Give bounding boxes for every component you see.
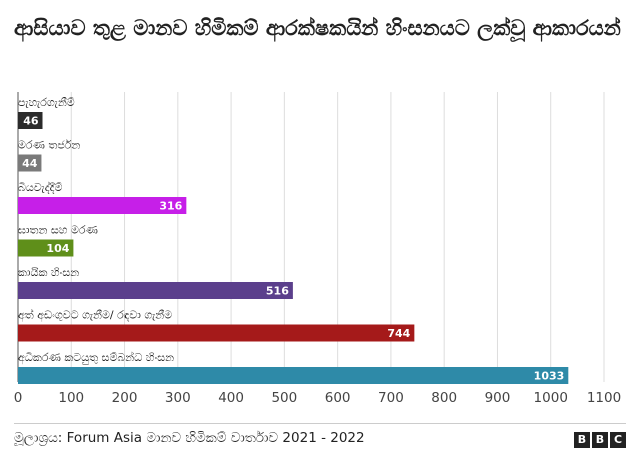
x-tick-label: 700 [378, 390, 404, 406]
x-tick-label: 100 [58, 390, 84, 406]
x-tick-label: 0 [14, 390, 23, 406]
bbc-logo-letter: B [592, 432, 608, 448]
chart-title: ආසියාව තුළ මානව හිමිකම් ආරක්ෂකයින් හිංසන… [14, 16, 621, 40]
category-label: ඝාතන සහ මරණ [18, 224, 98, 237]
bar-value-label: 104 [46, 242, 69, 255]
category-label: අත් අඩංගුවට ගැනීම/ රඳවා ගැනීම [18, 307, 172, 322]
bar-value-label: 1033 [534, 370, 565, 383]
bar-value-label: 316 [159, 200, 182, 213]
x-tick-label: 800 [431, 390, 457, 406]
bar-chart: 0 100 200 300 400 500 600 700 800 900 1000 1100 පැහැ… [14, 92, 621, 406]
x-tick-label: 900 [485, 390, 511, 406]
x-tick-label: 400 [218, 390, 244, 406]
bar [18, 154, 42, 172]
category-label: බියවැද්දීම් [18, 180, 63, 194]
bbc-logo: B B C [574, 432, 626, 448]
category-label: කායික හිංසන [18, 266, 79, 279]
bar-value-label: 44 [22, 157, 38, 170]
bar [18, 282, 293, 299]
bar-value-label: 46 [23, 115, 39, 128]
bbc-logo-letter: B [574, 432, 590, 448]
bar [18, 197, 187, 214]
bar-value-label: 744 [387, 327, 410, 340]
x-tick-label: 600 [325, 390, 351, 406]
category-label: මරණ තර්ජන [18, 139, 80, 152]
bar [18, 367, 569, 384]
x-tick-label: 200 [112, 390, 138, 406]
x-tick-label: 1000 [534, 390, 568, 406]
bar-value-label: 516 [266, 285, 289, 298]
footer-divider [14, 423, 626, 424]
bar [18, 112, 43, 129]
bar [18, 324, 415, 342]
x-tick-label: 500 [271, 390, 297, 406]
x-tick-label: 300 [165, 390, 191, 406]
bbc-logo-letter: C [610, 432, 626, 448]
category-label: පැහැරගැනීම් [18, 96, 75, 109]
source-note: මූලාශ්‍රය: Forum Asia මානව හිමිකම් වාර්ත… [14, 430, 365, 446]
bar [18, 239, 74, 257]
x-tick-label: 1100 [587, 390, 621, 406]
category-label: අධිකරණ කටයුතු සම්බන්ධ හිංසන [18, 350, 174, 365]
